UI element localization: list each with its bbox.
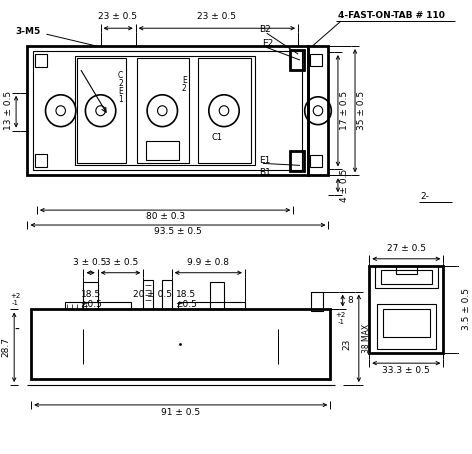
Text: 17 ± 0.5: 17 ± 0.5 xyxy=(340,91,349,130)
Text: B1: B1 xyxy=(259,168,271,177)
Text: 4 ± 0.5: 4 ± 0.5 xyxy=(340,168,349,202)
Text: 38 MAX: 38 MAX xyxy=(362,324,371,353)
Bar xyxy=(35,154,47,168)
Bar xyxy=(369,266,443,353)
Text: -: - xyxy=(15,322,19,336)
Bar xyxy=(377,304,436,349)
Text: 3.5 ± 0.5: 3.5 ± 0.5 xyxy=(462,288,472,331)
Bar xyxy=(308,46,329,175)
Text: B2: B2 xyxy=(259,25,271,34)
Text: 91 ± 0.5: 91 ± 0.5 xyxy=(161,408,200,417)
Text: E1: E1 xyxy=(259,156,270,165)
Text: E2: E2 xyxy=(262,39,273,48)
Text: 2-: 2- xyxy=(421,192,430,201)
Text: 23 ± 0.5: 23 ± 0.5 xyxy=(98,12,137,21)
Text: +2
-1: +2 -1 xyxy=(10,292,20,306)
Text: 18.5
±0.5: 18.5 ±0.5 xyxy=(80,290,102,309)
Bar xyxy=(162,280,172,310)
Text: E: E xyxy=(118,87,123,96)
Text: 35 ± 0.5: 35 ± 0.5 xyxy=(357,91,366,130)
Bar xyxy=(375,266,438,288)
Text: 13 ± 0.5: 13 ± 0.5 xyxy=(4,91,13,130)
Bar xyxy=(84,281,98,310)
Bar xyxy=(290,50,304,70)
Text: 9.9 ± 0.8: 9.9 ± 0.8 xyxy=(187,258,229,267)
Bar xyxy=(137,58,189,163)
Text: C: C xyxy=(118,71,123,80)
Bar xyxy=(290,152,304,171)
Bar xyxy=(210,281,224,310)
Text: 28.7: 28.7 xyxy=(1,337,10,357)
Text: 2: 2 xyxy=(182,84,186,94)
Text: 8: 8 xyxy=(347,296,353,305)
Bar xyxy=(178,301,245,310)
Bar xyxy=(31,310,330,379)
Bar xyxy=(27,46,308,175)
Bar xyxy=(380,270,432,284)
Text: 4-FAST-ON-TAB # 110: 4-FAST-ON-TAB # 110 xyxy=(338,11,445,20)
Text: 3-M5: 3-M5 xyxy=(15,27,41,36)
Bar xyxy=(198,58,251,163)
Bar xyxy=(311,155,322,168)
Text: 93.5 ± 0.5: 93.5 ± 0.5 xyxy=(153,227,202,236)
Text: 33.3 ± 0.5: 33.3 ± 0.5 xyxy=(382,366,430,375)
Text: 20 ± 0.5: 20 ± 0.5 xyxy=(133,290,172,299)
Text: 23 ± 0.5: 23 ± 0.5 xyxy=(197,12,236,21)
Text: .3 ± 0.5: .3 ± 0.5 xyxy=(102,258,139,267)
Bar xyxy=(146,141,179,160)
Text: +2
-1: +2 -1 xyxy=(336,312,346,326)
Bar xyxy=(77,58,126,163)
Bar xyxy=(143,280,153,310)
Bar xyxy=(65,301,131,310)
Text: 3 ± 0.5: 3 ± 0.5 xyxy=(74,258,107,267)
Bar xyxy=(75,56,255,165)
Text: 23: 23 xyxy=(343,339,352,350)
Text: C1: C1 xyxy=(212,133,223,142)
Bar xyxy=(396,266,417,274)
Text: 80 ± 0.3: 80 ± 0.3 xyxy=(145,212,185,221)
Text: 2: 2 xyxy=(118,79,123,89)
Text: E: E xyxy=(182,76,186,85)
Bar xyxy=(312,291,323,311)
Text: 1: 1 xyxy=(118,95,123,104)
Text: 27 ± 0.5: 27 ± 0.5 xyxy=(387,244,426,253)
Bar xyxy=(383,310,430,337)
Bar xyxy=(311,54,322,66)
Bar xyxy=(33,51,302,170)
Bar xyxy=(35,54,47,67)
Text: 18.5
±0.5: 18.5 ±0.5 xyxy=(175,290,197,309)
